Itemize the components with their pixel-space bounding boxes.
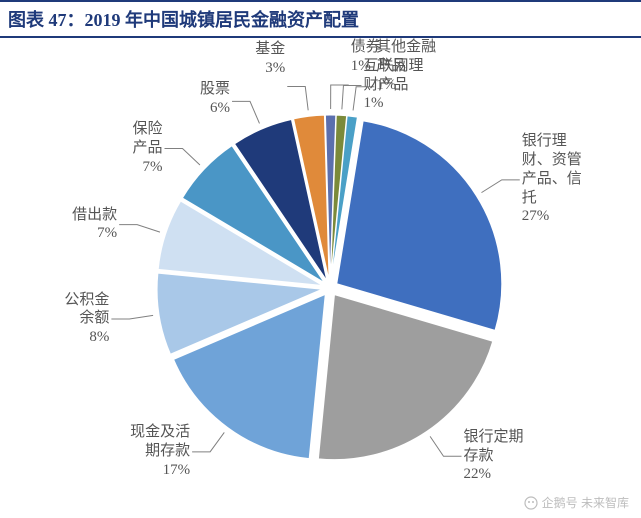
leader-line	[119, 225, 160, 232]
chart-title: 图表 47：2019 年中国城镇居民金融资产配置	[0, 0, 641, 38]
leader-line	[192, 432, 224, 451]
slice-label: 借出款 7%	[72, 206, 117, 244]
slice-label: 现金及活 期存款 17%	[130, 423, 190, 479]
slice-label: 其他金融 产品 1%	[376, 38, 436, 94]
pie-chart: 互联网理 财产品 1%其他金融 产品 1%银行理 财、资管 产品、信 托 27%…	[0, 38, 641, 518]
leader-line	[342, 85, 362, 109]
leader-line	[430, 436, 461, 456]
leader-line	[331, 85, 349, 109]
watermark: 企鹅号 未来智库	[524, 494, 629, 511]
leader-line	[232, 101, 259, 123]
leader-line	[481, 180, 519, 193]
slice-label: 银行理 财、资管 产品、信 托 27%	[522, 132, 582, 226]
slice-label: 股票 6%	[200, 80, 230, 118]
leader-line	[165, 149, 200, 165]
slice-label: 基金 3%	[255, 40, 285, 78]
slice-label: 银行定期 存款 22%	[464, 428, 524, 484]
slice-label: 债券 1%	[351, 38, 381, 76]
pie-slice	[337, 121, 502, 330]
slice-label: 公积金 余额 8%	[64, 291, 109, 347]
leader-line	[287, 87, 308, 111]
leader-line	[111, 315, 153, 319]
slice-label: 保险 产品 7%	[133, 120, 163, 176]
